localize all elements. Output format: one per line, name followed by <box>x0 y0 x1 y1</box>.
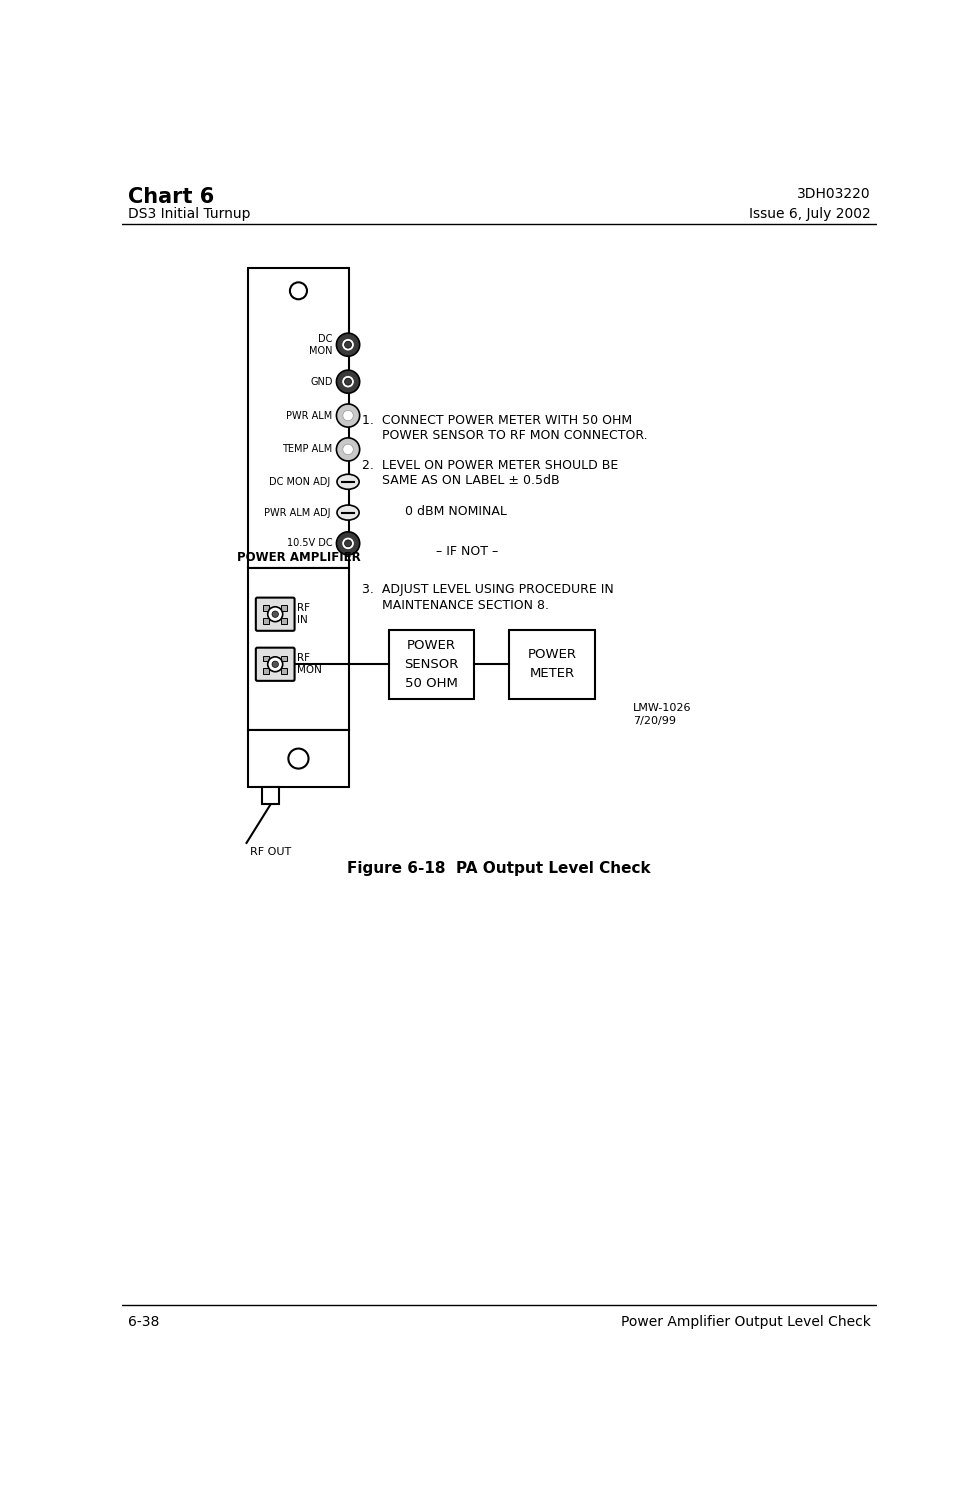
Circle shape <box>268 606 282 621</box>
Text: RF
MON: RF MON <box>297 654 321 675</box>
Text: PWR ALM: PWR ALM <box>286 411 332 421</box>
Circle shape <box>336 370 359 393</box>
Circle shape <box>336 532 359 555</box>
Text: 6-38: 6-38 <box>128 1315 160 1329</box>
Circle shape <box>343 445 354 455</box>
Bar <box>248 267 349 567</box>
Text: RF OUT: RF OUT <box>250 847 291 857</box>
Text: 10.5V DC: 10.5V DC <box>287 539 332 548</box>
Text: TEMP ALM: TEMP ALM <box>282 445 332 454</box>
Text: 2.  LEVEL ON POWER METER SHOULD BE: 2. LEVEL ON POWER METER SHOULD BE <box>362 458 618 472</box>
Ellipse shape <box>337 505 359 520</box>
Circle shape <box>342 375 355 388</box>
Text: 3DH03220: 3DH03220 <box>797 187 871 202</box>
Text: RF
IN: RF IN <box>297 603 310 626</box>
Circle shape <box>272 611 279 618</box>
Text: Power Amplifier Output Level Check: Power Amplifier Output Level Check <box>620 1315 871 1329</box>
Text: DC MON ADJ: DC MON ADJ <box>269 476 330 487</box>
Bar <box>263 618 269 624</box>
Bar <box>263 655 269 661</box>
Bar <box>281 606 287 612</box>
Circle shape <box>345 540 352 546</box>
Text: – IF NOT –: – IF NOT – <box>435 545 498 558</box>
Circle shape <box>336 333 359 357</box>
Text: SAME AS ON LABEL ± 0.5dB: SAME AS ON LABEL ± 0.5dB <box>362 475 560 487</box>
Text: POWER
METER: POWER METER <box>527 648 577 681</box>
Bar <box>281 618 287 624</box>
Text: LMW-1026
7/20/99: LMW-1026 7/20/99 <box>633 703 692 726</box>
Text: PWR ALM ADJ: PWR ALM ADJ <box>264 508 330 518</box>
Ellipse shape <box>337 475 359 490</box>
Bar <box>263 606 269 612</box>
Circle shape <box>268 657 282 672</box>
Circle shape <box>343 411 354 421</box>
Text: POWER AMPLIFIER: POWER AMPLIFIER <box>237 551 360 564</box>
Bar <box>263 667 269 673</box>
Circle shape <box>342 339 355 351</box>
Bar <box>509 630 594 699</box>
Text: Chart 6: Chart 6 <box>128 187 214 208</box>
Text: GND: GND <box>310 376 332 387</box>
Bar <box>390 630 474 699</box>
Text: 3.  ADJUST LEVEL USING PROCEDURE IN: 3. ADJUST LEVEL USING PROCEDURE IN <box>362 584 614 596</box>
Text: DC
MON: DC MON <box>309 334 332 355</box>
Text: Issue 6, July 2002: Issue 6, July 2002 <box>749 208 871 221</box>
Bar <box>248 567 349 730</box>
FancyBboxPatch shape <box>256 648 294 681</box>
Circle shape <box>336 405 359 427</box>
Circle shape <box>272 661 279 667</box>
Text: DS3 Initial Turnup: DS3 Initial Turnup <box>128 208 250 221</box>
Text: POWER SENSOR TO RF MON CONNECTOR.: POWER SENSOR TO RF MON CONNECTOR. <box>362 430 648 442</box>
Bar <box>248 730 349 787</box>
Circle shape <box>345 378 352 385</box>
Text: Figure 6-18  PA Output Level Check: Figure 6-18 PA Output Level Check <box>348 860 651 875</box>
Circle shape <box>342 537 355 549</box>
Bar <box>281 655 287 661</box>
Circle shape <box>345 342 352 348</box>
Text: MAINTENANCE SECTION 8.: MAINTENANCE SECTION 8. <box>362 599 549 612</box>
FancyBboxPatch shape <box>256 597 294 632</box>
Bar <box>281 667 287 673</box>
Circle shape <box>336 437 359 461</box>
Text: 0 dBM NOMINAL: 0 dBM NOMINAL <box>404 505 506 518</box>
Bar <box>262 787 280 805</box>
Text: 1.  CONNECT POWER METER WITH 50 OHM: 1. CONNECT POWER METER WITH 50 OHM <box>362 414 632 427</box>
Text: POWER
SENSOR
50 OHM: POWER SENSOR 50 OHM <box>404 639 459 690</box>
